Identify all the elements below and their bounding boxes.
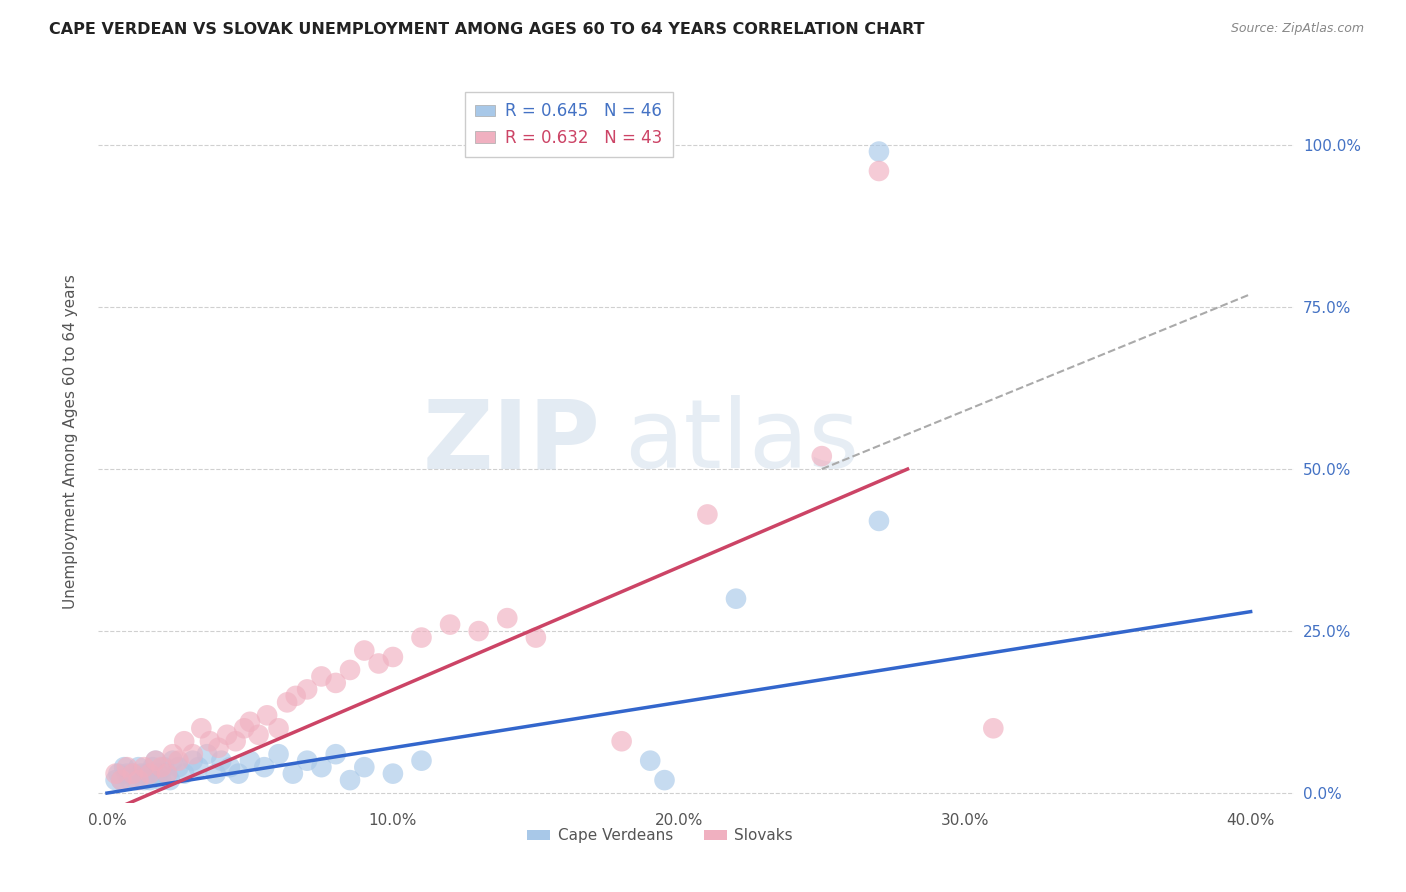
Point bbox=[162, 747, 184, 762]
Point bbox=[167, 754, 190, 768]
Point bbox=[467, 624, 489, 638]
Point bbox=[724, 591, 747, 606]
Point bbox=[104, 773, 127, 788]
Point bbox=[150, 760, 173, 774]
Point bbox=[139, 766, 162, 780]
Point bbox=[217, 728, 239, 742]
Point bbox=[239, 714, 262, 729]
Point bbox=[181, 754, 204, 768]
Point bbox=[311, 669, 333, 683]
Point bbox=[295, 682, 318, 697]
Point bbox=[195, 747, 218, 762]
Point bbox=[353, 643, 375, 657]
Point bbox=[256, 708, 278, 723]
Point bbox=[267, 721, 290, 735]
Text: atlas: atlas bbox=[624, 395, 859, 488]
Point bbox=[325, 747, 347, 762]
Point bbox=[696, 508, 718, 522]
Point bbox=[104, 766, 127, 780]
Point bbox=[115, 766, 138, 780]
Point bbox=[198, 734, 221, 748]
Point bbox=[134, 760, 156, 774]
Point bbox=[411, 631, 433, 645]
Point bbox=[181, 747, 204, 762]
Point bbox=[411, 754, 433, 768]
Point bbox=[267, 747, 290, 762]
Point bbox=[868, 514, 890, 528]
Point bbox=[209, 754, 232, 768]
Point bbox=[142, 760, 165, 774]
Point bbox=[981, 721, 1004, 735]
Point bbox=[868, 145, 890, 159]
Point bbox=[173, 734, 195, 748]
Point bbox=[159, 773, 181, 788]
Point bbox=[524, 631, 547, 645]
Point bbox=[868, 164, 890, 178]
Point bbox=[127, 773, 149, 788]
Point bbox=[381, 766, 404, 780]
Point bbox=[311, 760, 333, 774]
Point bbox=[115, 760, 138, 774]
Point bbox=[145, 754, 167, 768]
Point bbox=[136, 766, 159, 780]
Point bbox=[131, 766, 153, 780]
Point bbox=[228, 766, 250, 780]
Point bbox=[810, 449, 832, 463]
Legend: Cape Verdeans, Slovaks: Cape Verdeans, Slovaks bbox=[522, 822, 799, 849]
Point bbox=[162, 754, 184, 768]
Point bbox=[121, 766, 143, 780]
Point bbox=[638, 754, 661, 768]
Point bbox=[156, 766, 179, 780]
Point bbox=[110, 773, 132, 788]
Point bbox=[107, 766, 129, 780]
Point bbox=[124, 773, 146, 788]
Y-axis label: Unemployment Among Ages 60 to 64 years: Unemployment Among Ages 60 to 64 years bbox=[63, 274, 77, 609]
Point bbox=[118, 773, 141, 788]
Point bbox=[281, 766, 304, 780]
Point bbox=[339, 773, 361, 788]
Point bbox=[134, 773, 156, 788]
Text: CAPE VERDEAN VS SLOVAK UNEMPLOYMENT AMONG AGES 60 TO 64 YEARS CORRELATION CHART: CAPE VERDEAN VS SLOVAK UNEMPLOYMENT AMON… bbox=[49, 22, 925, 37]
Point bbox=[610, 734, 633, 748]
Text: Source: ZipAtlas.com: Source: ZipAtlas.com bbox=[1230, 22, 1364, 36]
Point bbox=[190, 721, 212, 735]
Point bbox=[139, 773, 162, 788]
Point bbox=[295, 754, 318, 768]
Point bbox=[339, 663, 361, 677]
Point bbox=[112, 760, 135, 774]
Point bbox=[121, 766, 143, 780]
Point bbox=[381, 650, 404, 665]
Point bbox=[204, 766, 226, 780]
Point bbox=[156, 766, 179, 780]
Point bbox=[367, 657, 389, 671]
Point bbox=[233, 721, 256, 735]
Point bbox=[187, 760, 209, 774]
Point bbox=[284, 689, 307, 703]
Point bbox=[219, 760, 242, 774]
Point bbox=[239, 754, 262, 768]
Point bbox=[247, 728, 270, 742]
Point bbox=[173, 766, 195, 780]
Point bbox=[145, 754, 167, 768]
Point bbox=[153, 760, 176, 774]
Point bbox=[276, 695, 298, 709]
Point bbox=[353, 760, 375, 774]
Point bbox=[127, 760, 149, 774]
Point bbox=[325, 676, 347, 690]
Point bbox=[110, 773, 132, 788]
Point bbox=[496, 611, 519, 625]
Text: ZIP: ZIP bbox=[422, 395, 600, 488]
Point bbox=[439, 617, 461, 632]
Point bbox=[150, 773, 173, 788]
Point bbox=[148, 766, 170, 780]
Point bbox=[207, 740, 229, 755]
Point bbox=[167, 760, 190, 774]
Point bbox=[253, 760, 276, 774]
Point bbox=[225, 734, 247, 748]
Point bbox=[654, 773, 676, 788]
